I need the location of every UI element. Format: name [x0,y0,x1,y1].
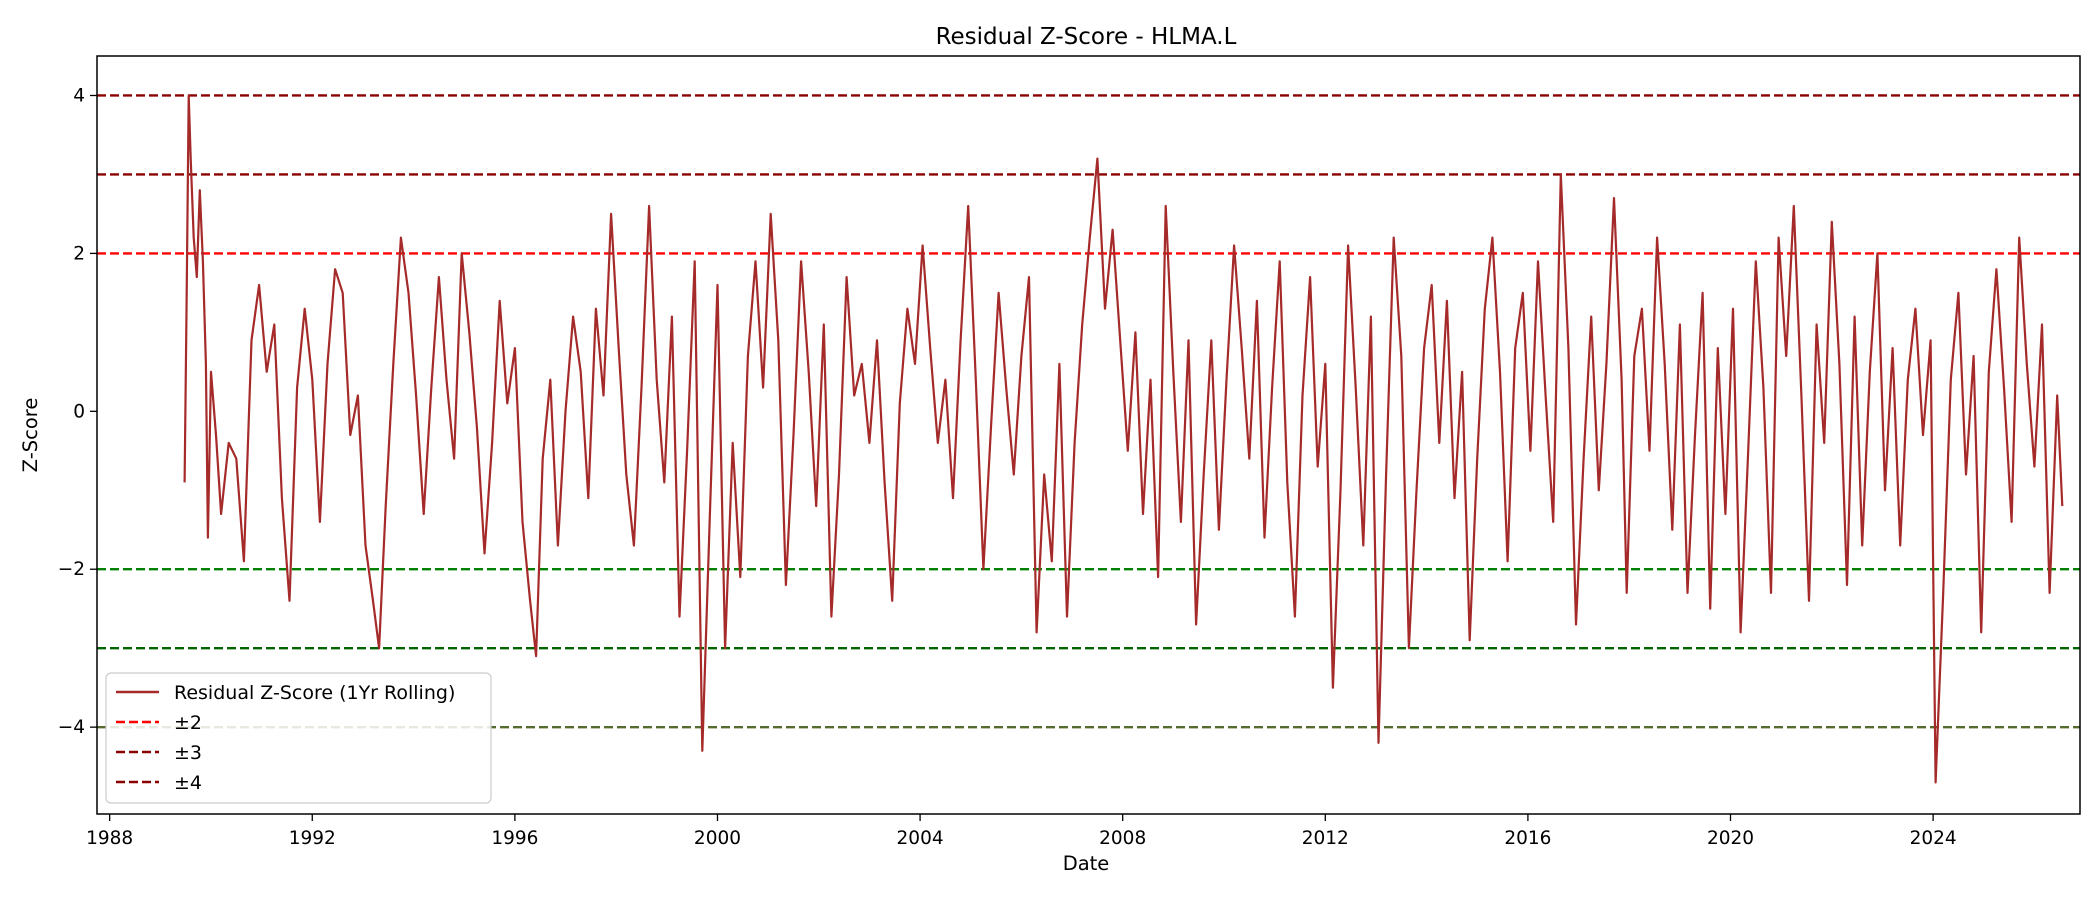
y-tick-label-2: 0 [73,401,85,422]
x-tick-label-0: 1988 [86,828,133,849]
x-tick-label-7: 2016 [1504,828,1551,849]
plot-frame [96,55,2081,815]
y-tick-label-0: 4 [73,85,85,106]
y-tick-label-1: 2 [73,243,85,264]
legend-label-1: ±2 [174,712,202,734]
x-tick-label-6: 2012 [1302,828,1349,849]
x-axis: 1988 1992 1996 2000 2004 2008 2012 2016 2020 2024 [86,814,1957,849]
series-layer [183,94,2064,784]
x-tick-label-1: 1992 [289,828,336,849]
x-tick-label-9: 2024 [1910,828,1957,849]
x-tick-label-2: 1996 [491,828,538,849]
x-tick-label-5: 2008 [1099,828,1146,849]
chart-title: Residual Z-Score - HLMA.L [936,24,1237,50]
y-axis: 4 2 0 −2 −4 [58,85,97,738]
legend-label-0: Residual Z-Score (1Yr Rolling) [174,682,455,704]
y-tick-label-3: −2 [58,559,85,580]
series-line-0 [183,94,2064,784]
x-tick-label-3: 2000 [694,828,741,849]
x-tick-label-4: 2004 [897,828,944,849]
y-tick-label-4: −4 [58,717,85,738]
legend-box [105,672,492,804]
legend-label-3: ±4 [174,772,202,794]
x-tick-label-8: 2020 [1707,828,1754,849]
y-axis-label: Z-Score [19,398,42,473]
legend: Residual Z-Score (1Yr Rolling) ±2 ±3 ±4 [105,672,492,804]
x-axis-label: Date [1063,852,1110,875]
legend-label-2: ±3 [174,742,202,764]
